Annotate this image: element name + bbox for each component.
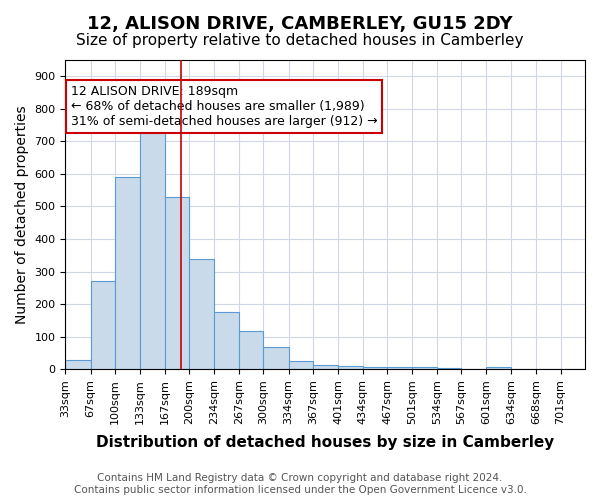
Bar (239, 331, 263, 369)
Bar (189, 258, 214, 369)
Bar (487, 367, 511, 369)
Bar (115, 177, 140, 369)
Bar (437, 368, 461, 369)
Text: Contains HM Land Registry data © Crown copyright and database right 2024.
Contai: Contains HM Land Registry data © Crown c… (74, 474, 526, 495)
Bar (140, 130, 165, 369)
Bar (263, 348, 289, 369)
Bar (91, 282, 115, 369)
Bar (387, 367, 412, 369)
Text: Size of property relative to detached houses in Camberley: Size of property relative to detached ho… (76, 32, 524, 48)
X-axis label: Distribution of detached houses by size in Camberley: Distribution of detached houses by size … (96, 435, 554, 450)
Text: 12, ALISON DRIVE, CAMBERLEY, GU15 2DY: 12, ALISON DRIVE, CAMBERLEY, GU15 2DY (87, 15, 513, 33)
Bar (289, 361, 313, 369)
Text: 12 ALISON DRIVE: 189sqm
← 68% of detached houses are smaller (1,989)
31% of semi: 12 ALISON DRIVE: 189sqm ← 68% of detache… (71, 84, 377, 128)
Bar (313, 365, 338, 369)
Bar (214, 312, 239, 369)
Y-axis label: Number of detached properties: Number of detached properties (15, 106, 29, 324)
Bar (412, 367, 437, 369)
Bar (362, 366, 387, 369)
Bar (65, 360, 91, 369)
Bar (338, 366, 362, 369)
Bar (165, 196, 189, 369)
